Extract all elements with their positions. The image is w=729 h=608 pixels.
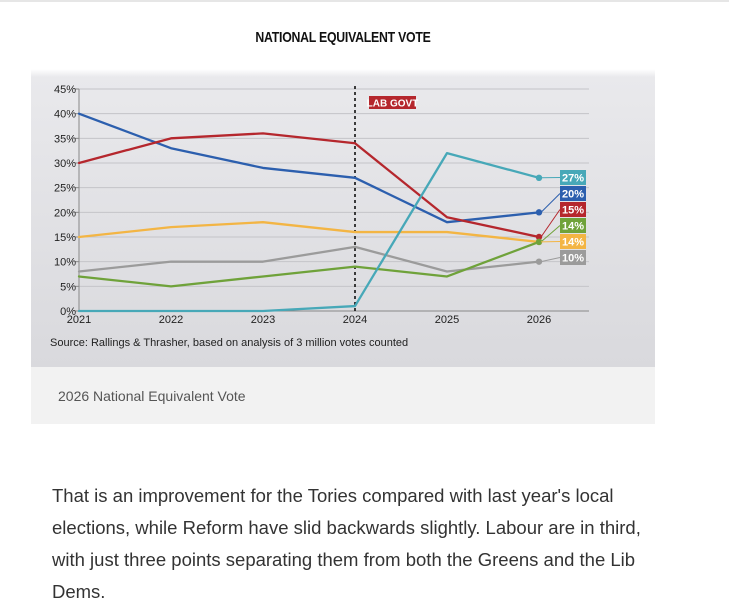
end-label: 14% xyxy=(562,221,584,233)
end-label: 14% xyxy=(562,237,584,249)
annotation-label: LAB GOVT xyxy=(367,99,419,110)
end-label: 27% xyxy=(562,173,584,185)
chart-figure: NATIONAL EQUIVALENT VOTE 0%5%10%15%20%25… xyxy=(31,13,655,424)
y-tick-label: 15% xyxy=(54,232,76,244)
x-tick-label: 2024 xyxy=(343,314,367,326)
x-tick-label: 2023 xyxy=(251,314,275,326)
article-paragraph: That is an improvement for the Tories co… xyxy=(52,480,652,608)
y-tick-label: 5% xyxy=(60,281,76,293)
end-label: 20% xyxy=(562,189,584,201)
x-tick-label: 2021 xyxy=(67,314,91,326)
label-leader xyxy=(541,194,560,213)
y-tick-label: 40% xyxy=(54,109,76,121)
top-divider xyxy=(0,0,729,2)
label-leader xyxy=(541,210,560,238)
y-tick-label: 25% xyxy=(54,183,76,195)
y-tick-label: 10% xyxy=(54,257,76,269)
y-tick-label: 45% xyxy=(54,84,76,96)
chart-source: Source: Rallings & Thrasher, based on an… xyxy=(50,337,408,349)
x-tick-label: 2022 xyxy=(159,314,183,326)
series-line xyxy=(79,133,539,237)
end-label: 15% xyxy=(562,205,584,217)
chart-panel: NATIONAL EQUIVALENT VOTE 0%5%10%15%20%25… xyxy=(31,13,655,367)
x-tick-label: 2026 xyxy=(527,314,551,326)
figure-caption: 2026 National Equivalent Vote xyxy=(58,388,246,404)
end-label: 10% xyxy=(562,253,584,265)
y-tick-label: 20% xyxy=(54,207,76,219)
series-line xyxy=(79,222,539,242)
series-line xyxy=(79,153,539,311)
label-leader xyxy=(541,258,560,262)
x-tick-label: 2025 xyxy=(435,314,459,326)
series-line xyxy=(79,114,539,223)
y-tick-label: 35% xyxy=(54,133,76,145)
y-tick-label: 30% xyxy=(54,158,76,170)
